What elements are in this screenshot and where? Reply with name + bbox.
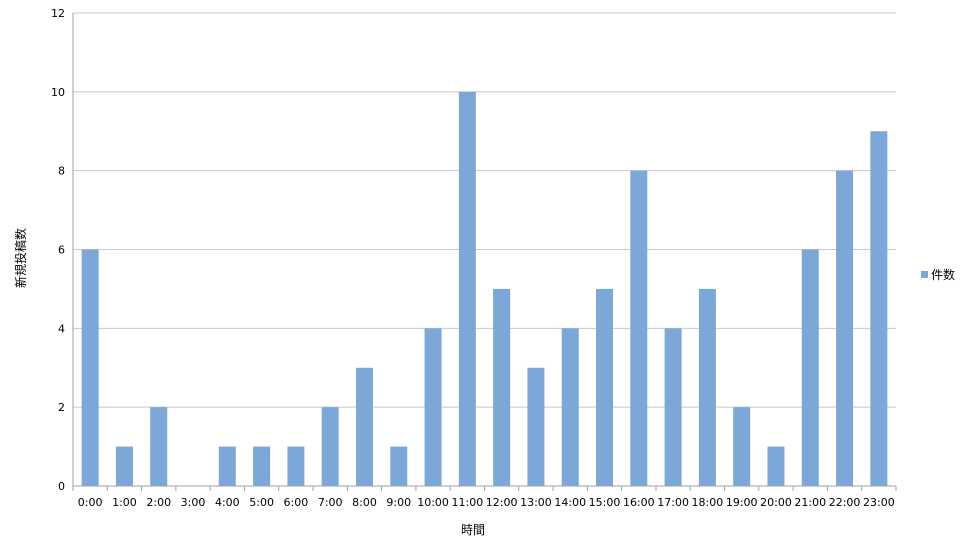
gridlines <box>73 12 896 408</box>
y-tick-label: 4 <box>58 322 65 335</box>
bar <box>493 288 511 486</box>
bar <box>424 328 442 486</box>
x-tick-label: 20:00 <box>760 496 792 509</box>
bar <box>596 288 614 486</box>
bar <box>81 249 99 486</box>
legend-swatch <box>921 271 928 278</box>
bar <box>253 446 271 486</box>
x-tick-label: 13:00 <box>520 496 552 509</box>
x-tick-label: 2:00 <box>146 496 171 509</box>
x-tick-label: 5:00 <box>249 496 274 509</box>
bars <box>81 91 888 486</box>
x-axis-ticks: 0:00 1:00 2:00 3:00 4:00 5:00 6:00 7:00 8:00 9:00… <box>72 486 897 509</box>
y-tick-label: 2 <box>58 401 65 414</box>
bar <box>630 170 648 486</box>
x-tick-label: 8:00 <box>352 496 377 509</box>
x-tick-label: 10:00 <box>417 496 449 509</box>
bar <box>321 407 339 486</box>
x-tick-label: 1:00 <box>112 496 137 509</box>
legend-label: 件数 <box>931 267 955 282</box>
x-tick-label: 16:00 <box>623 496 655 509</box>
bar <box>870 131 888 486</box>
x-tick-label: 22:00 <box>829 496 861 509</box>
bar <box>218 446 236 486</box>
legend: 件数 <box>921 267 955 282</box>
bar <box>664 328 682 486</box>
x-tick-label: 9:00 <box>386 496 411 509</box>
bar <box>458 91 476 486</box>
y-tick-label: 12 <box>51 7 65 20</box>
x-tick-label: 17:00 <box>657 496 689 509</box>
bar <box>801 249 819 486</box>
bar <box>767 446 785 486</box>
bar <box>355 367 373 486</box>
bar <box>836 170 854 486</box>
x-tick-label: 7:00 <box>318 496 343 509</box>
x-tick-label: 15:00 <box>589 496 621 509</box>
x-tick-label: 23:00 <box>863 496 895 509</box>
bar <box>115 446 133 486</box>
bar <box>561 328 579 486</box>
x-tick-label: 6:00 <box>284 496 309 509</box>
x-tick-label: 19:00 <box>726 496 758 509</box>
x-tick-label: 21:00 <box>794 496 826 509</box>
y-tick-label: 0 <box>58 480 65 493</box>
y-axis-title: 新規投稿数 <box>13 228 28 288</box>
x-tick-label: 0:00 <box>78 496 103 509</box>
bar <box>698 288 716 486</box>
bar <box>150 407 168 486</box>
x-tick-label: 11:00 <box>452 496 484 509</box>
x-tick-label: 3:00 <box>181 496 206 509</box>
x-tick-label: 4:00 <box>215 496 240 509</box>
bar <box>527 367 545 486</box>
x-tick-label: 14:00 <box>554 496 586 509</box>
bar <box>287 446 305 486</box>
x-tick-label: 18:00 <box>692 496 724 509</box>
bar <box>390 446 408 486</box>
bar <box>733 407 751 486</box>
y-axis-ticks: 0 2 4 6 8 10 12 <box>51 7 65 493</box>
x-tick-label: 12:00 <box>486 496 518 509</box>
y-tick-label: 10 <box>51 86 65 99</box>
y-tick-label: 8 <box>58 165 65 178</box>
y-tick-label: 6 <box>58 244 65 257</box>
x-axis-title: 時間 <box>461 523 485 537</box>
